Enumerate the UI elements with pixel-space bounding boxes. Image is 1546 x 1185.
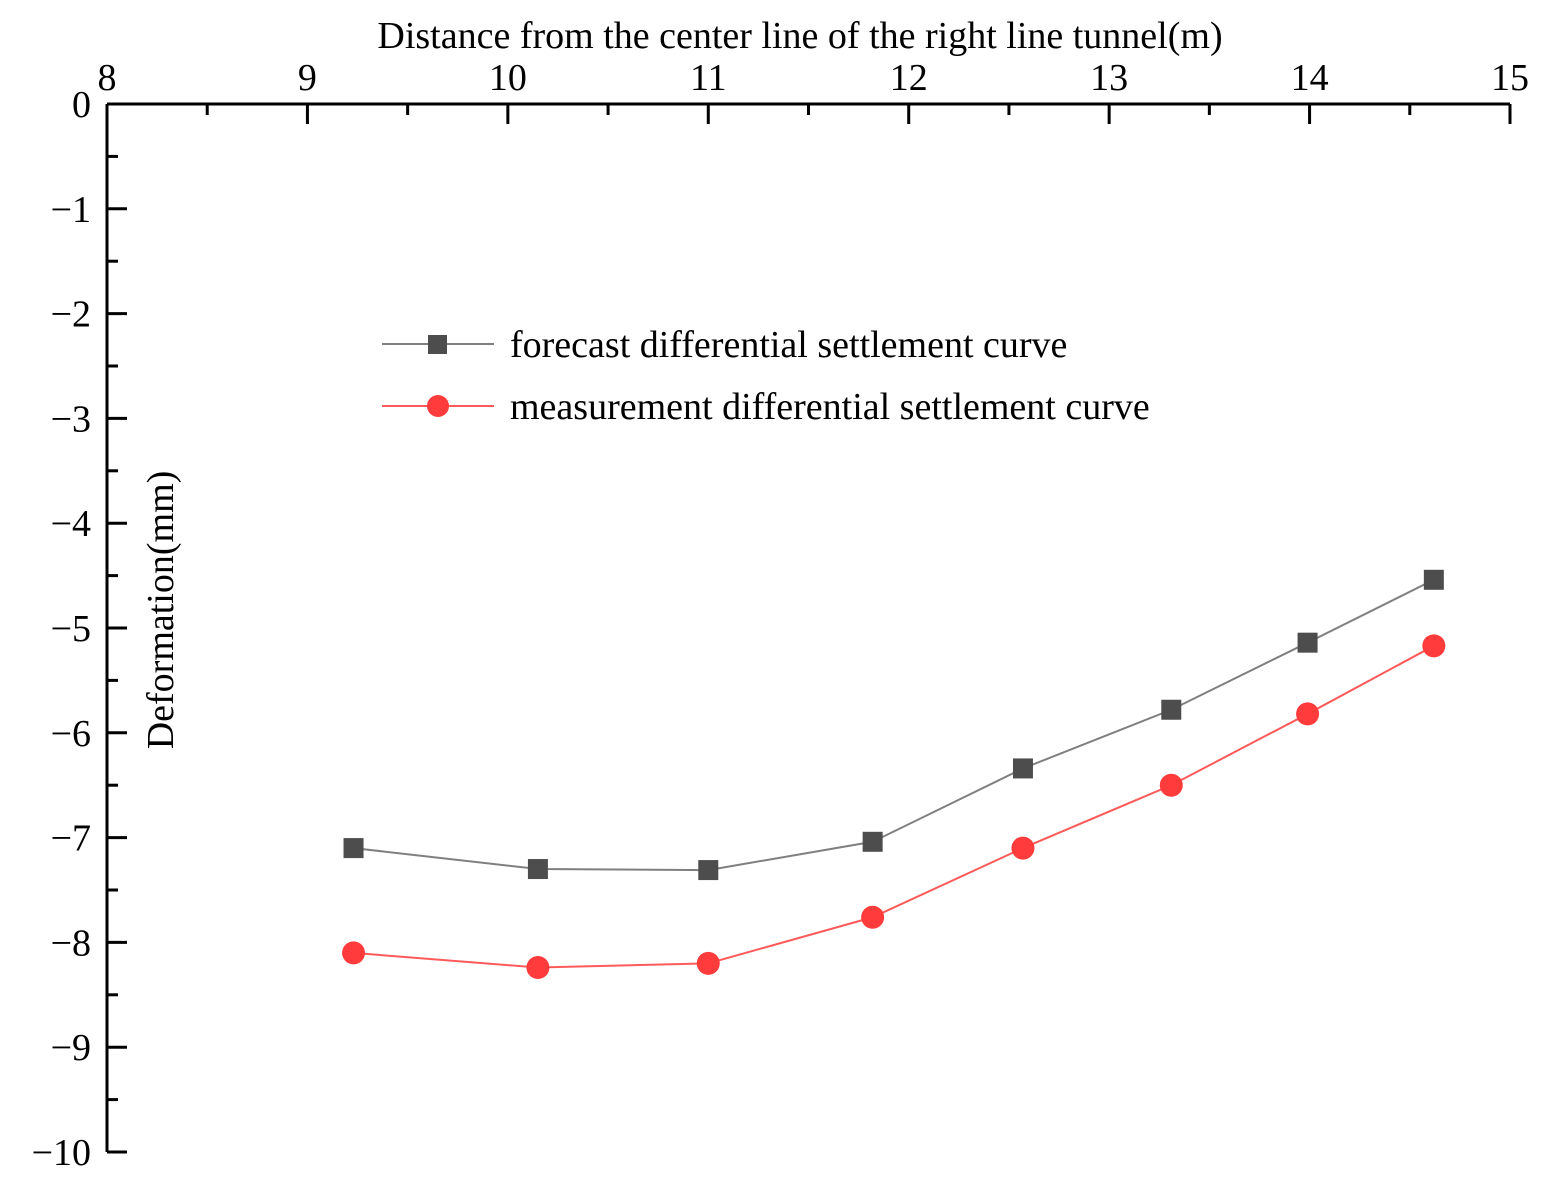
x-axis-title: Distance from the center line of the rig…: [377, 15, 1222, 57]
legend: forecast differential settlement curve me…: [382, 324, 1150, 428]
legend-marker-square: [428, 335, 447, 354]
y-axis-title: Deformation(mm): [140, 471, 182, 750]
data-point-square: [1297, 632, 1318, 653]
y-tick-label: −2: [51, 294, 91, 336]
legend-marker-circle: [427, 395, 449, 417]
series-layer: [342, 569, 1446, 980]
y-tick-label: −6: [51, 713, 91, 755]
data-point-circle: [1422, 634, 1446, 658]
series-1: [343, 569, 1444, 881]
data-point-square: [1161, 699, 1182, 720]
y-tick-label: −5: [51, 608, 91, 650]
x-tick-label: 10: [489, 57, 527, 99]
data-point-circle: [1159, 773, 1183, 797]
x-tick-label: 14: [1291, 57, 1329, 99]
y-tick-label: −8: [51, 922, 91, 964]
x-tick-label: 9: [298, 57, 317, 99]
y-tick-label: −7: [51, 818, 91, 860]
data-point-square: [862, 831, 883, 852]
legend-item-1: forecast differential settlement curve: [382, 324, 1067, 366]
legend-label: measurement differential settlement curv…: [510, 386, 1150, 428]
series-line: [353, 578, 1435, 872]
series-line: [353, 644, 1435, 969]
x-axis-ticks: 8 9 10 11 12 13 14 15: [98, 57, 1529, 124]
y-tick-label: −4: [51, 503, 91, 545]
y-tick-label: −1: [51, 189, 91, 231]
y-tick-label: 0: [72, 84, 91, 126]
data-point-circle: [696, 951, 720, 975]
x-tick-label: 11: [690, 57, 727, 99]
data-point-circle: [526, 956, 550, 980]
y-axis-ticks: 0 −1 −2 −3 −4 −5 −6 −7 −8 −9 −10: [32, 84, 127, 1174]
legend-label: forecast differential settlement curve: [510, 324, 1067, 366]
data-point-square: [1423, 569, 1444, 590]
data-point-square: [527, 859, 548, 880]
data-point-circle: [861, 905, 885, 929]
data-point-circle: [342, 941, 366, 965]
legend-item-2: measurement differential settlement curv…: [382, 386, 1150, 428]
data-point-circle: [1011, 836, 1035, 860]
x-tick-label: 12: [890, 57, 928, 99]
data-point-square: [1012, 758, 1033, 779]
data-point-square: [698, 860, 719, 881]
data-point-circle: [1296, 702, 1320, 726]
x-tick-label: 15: [1491, 57, 1529, 99]
x-tick-label: 8: [98, 57, 117, 99]
y-tick-label: −10: [32, 1132, 91, 1174]
y-tick-label: −3: [51, 398, 91, 440]
x-tick-label: 13: [1090, 57, 1128, 99]
series-2: [342, 634, 1446, 980]
axes: [105, 102, 1510, 1152]
data-point-square: [343, 838, 364, 859]
y-tick-label: −9: [51, 1027, 91, 1069]
